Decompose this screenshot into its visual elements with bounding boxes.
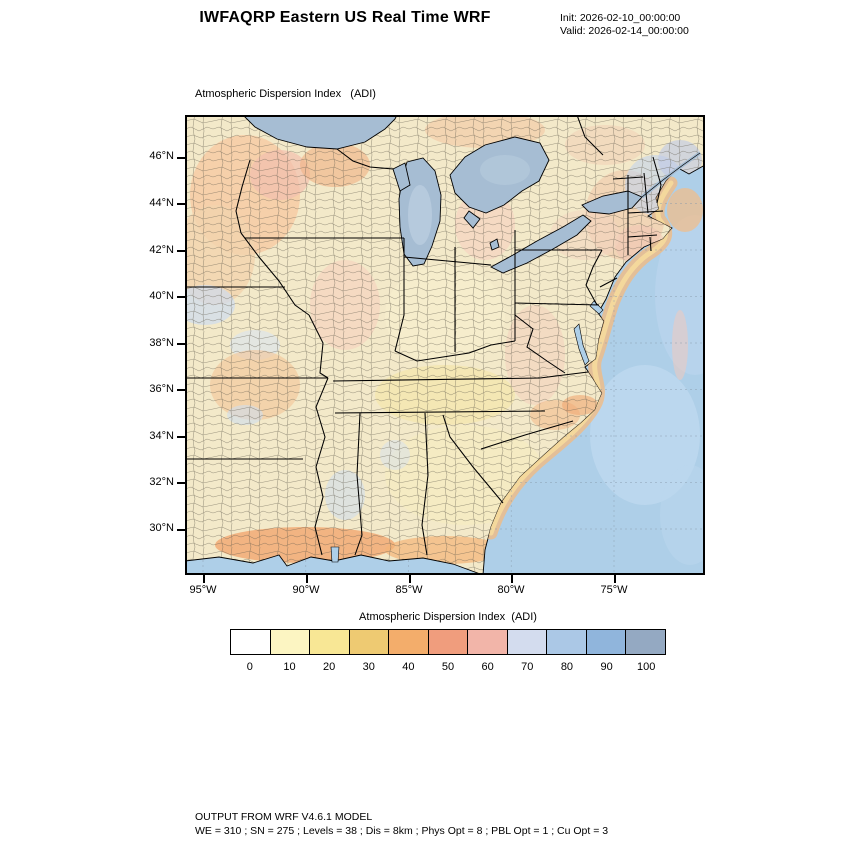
colorbar-tick-label: 50 (441, 661, 455, 673)
timestamps: Init: 2026-02-10_00:00:00 Valid: 2026-02… (560, 12, 689, 38)
lat-tick-label: 30°N (149, 522, 174, 534)
colorbar-cell (388, 629, 429, 655)
model-info-line1: OUTPUT FROM WRF V4.6.1 MODEL (195, 811, 373, 823)
colorbar-cell (427, 629, 469, 655)
colorbar-tick-label: 60 (481, 661, 494, 673)
colorbar-cell (269, 629, 311, 655)
chesapeake-bay (573, 323, 590, 366)
page-title: IWFAQRP Eastern US Real Time WRF (199, 9, 491, 26)
lat-tick-label: 42°N (149, 244, 174, 256)
colorbar-cell (546, 629, 587, 655)
init-time: Init: 2026-02-10_00:00:00 (560, 12, 681, 24)
lon-tick-label: 90°W (292, 584, 320, 596)
lat-tick-mark (177, 157, 185, 159)
lat-tick-label: 38°N (149, 337, 174, 349)
lon-tick-label: 75°W (600, 584, 628, 596)
green-bay (392, 162, 411, 192)
lake-st-clair (489, 238, 500, 251)
colorbar-cell (506, 629, 548, 655)
colorbar-tick-label: 80 (560, 661, 574, 673)
lat-tick-mark (177, 389, 185, 391)
map-border (185, 115, 705, 575)
colorbar-cell (585, 629, 627, 655)
colorbar-tick-label: 90 (600, 661, 613, 673)
map-subtitle: Atmospheric Dispersion Index (ADI) (195, 88, 376, 100)
colorbar-labels: 0 10 20 30 40 50 60 70 80 90 100 (230, 661, 666, 673)
lat-tick-label: 40°N (149, 290, 174, 302)
saginaw-bay (463, 210, 481, 229)
lake-huron-mottle (480, 155, 530, 185)
lon-tick-mark (511, 575, 513, 583)
colorbar-tick-label: 70 (521, 661, 534, 673)
colorbar (230, 629, 667, 655)
st-lawrence-outline (641, 152, 701, 198)
lon-tick-label: 85°W (395, 584, 423, 596)
lake-michigan-mottle (408, 185, 432, 245)
lon-tick-mark (203, 575, 205, 583)
colorbar-tick-label: 100 (637, 661, 656, 673)
colorbar-cell (230, 629, 271, 655)
colorbar-cell (348, 629, 390, 655)
colorbar-tick-label: 0 (246, 661, 253, 673)
lat-tick-label: 46°N (149, 150, 174, 162)
model-info-line2: WE = 310 ; SN = 275 ; Levels = 38 ; Dis … (195, 825, 609, 837)
lon-tick-label: 80°W (497, 584, 525, 596)
lon-tick-label: 95°W (189, 584, 217, 596)
lat-tick-mark (177, 529, 185, 531)
lat-tick-label: 34°N (149, 430, 174, 442)
lake-erie (490, 214, 592, 274)
lat-tick-mark (177, 250, 185, 252)
lat-tick-mark (177, 203, 185, 205)
lat-tick-label: 36°N (149, 383, 174, 395)
colorbar-tick-label: 40 (402, 661, 415, 673)
colorbar-tick-label: 10 (283, 661, 296, 673)
lat-tick-label: 32°N (149, 476, 174, 488)
mobile-bay (330, 546, 340, 563)
colorbar-cell (625, 629, 667, 655)
lon-tick-mark (614, 575, 616, 583)
state-boundaries (185, 115, 664, 556)
lat-tick-mark (177, 482, 185, 484)
map-canvas (185, 115, 705, 575)
map-panel (185, 115, 705, 575)
lat-tick-mark (177, 296, 185, 298)
colorbar-tick-label: 20 (322, 661, 336, 673)
model-info: OUTPUT FROM WRF V4.6.1 MODEL WE = 310 ; … (195, 810, 608, 838)
lon-tick-mark (409, 575, 411, 583)
delaware-bay (589, 300, 604, 315)
lat-tick-mark (177, 343, 185, 345)
lon-tick-mark (306, 575, 308, 583)
valid-time: Valid: 2026-02-14_00:00:00 (560, 25, 689, 37)
colorbar-tick-label: 30 (362, 661, 375, 673)
lat-tick-mark (177, 436, 185, 438)
lake-ontario (581, 190, 643, 215)
colorbar-title: Atmospheric Dispersion Index (ADI) (359, 611, 537, 623)
lat-tick-label: 44°N (149, 197, 174, 209)
colorbar-cell (467, 629, 508, 655)
colorbar-cell (309, 629, 350, 655)
